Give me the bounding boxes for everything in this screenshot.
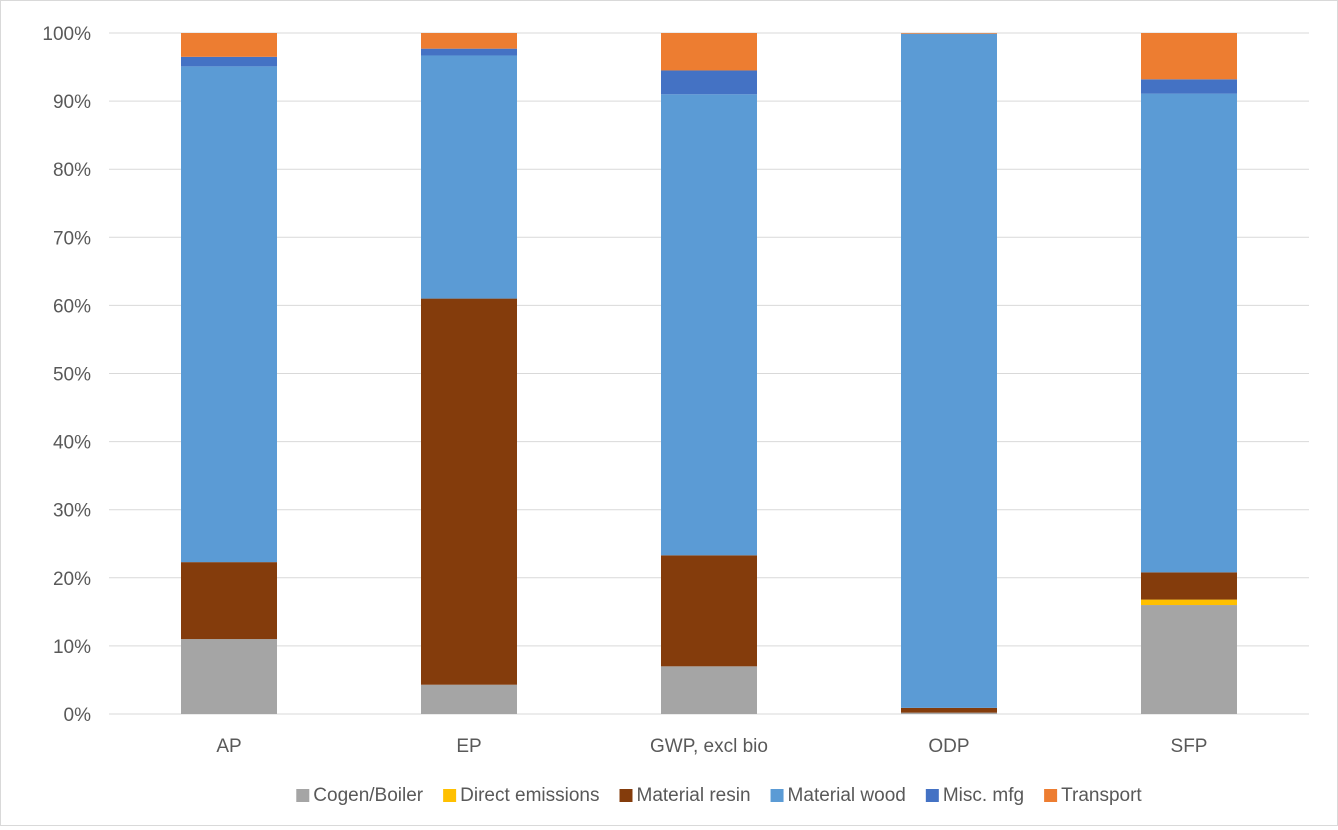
bar-segment: [1141, 79, 1237, 94]
bars: [181, 33, 1237, 714]
x-tick-label: AP: [216, 736, 241, 757]
bar-segment: [661, 94, 757, 556]
bar-segment: [901, 712, 997, 714]
y-tick-label: 40%: [53, 433, 91, 454]
bar-segment: [901, 707, 997, 713]
y-tick-label: 20%: [53, 569, 91, 590]
legend-label: Material resin: [637, 785, 751, 806]
bar-segment: [1141, 599, 1237, 606]
bar-segment: [421, 684, 517, 714]
legend-label: Transport: [1061, 785, 1142, 806]
legend-label: Direct emissions: [460, 785, 599, 806]
x-tick-label: ODP: [928, 736, 969, 757]
bar-segment: [1141, 93, 1237, 573]
bar-segment: [181, 66, 277, 563]
legend-swatch: [443, 789, 457, 802]
legend-swatch: [1044, 789, 1058, 802]
legend-label: Misc. mfg: [943, 785, 1024, 806]
x-tick-label: EP: [456, 736, 481, 757]
legend-item: Material wood: [770, 785, 906, 806]
legend-label: Material wood: [788, 785, 906, 806]
bar-segment: [421, 298, 517, 685]
bar-segment: [181, 562, 277, 640]
legend-item: Material resin: [619, 785, 751, 806]
legend-swatch: [619, 789, 633, 802]
x-tick-label: SFP: [1171, 736, 1208, 757]
y-tick-label: 60%: [53, 296, 91, 317]
y-tick-label: 80%: [53, 160, 91, 181]
y-tick-label: 100%: [42, 24, 91, 45]
legend-item: Misc. mfg: [925, 785, 1024, 806]
bar-segment: [661, 555, 757, 667]
bar-segment: [421, 55, 517, 299]
legend-swatch: [296, 789, 310, 802]
y-tick-label: 10%: [53, 637, 91, 658]
bar-segment: [181, 639, 277, 714]
legend-item: Direct emissions: [443, 785, 600, 806]
y-tick-label: 70%: [53, 228, 91, 249]
bar-segment: [1141, 605, 1237, 714]
bar-segment: [1141, 33, 1237, 80]
y-tick-label: 90%: [53, 92, 91, 113]
x-axis-ticks: AP EP GWP, excl bio ODP SFP: [216, 736, 1207, 757]
legend: Cogen/Boiler Direct emissions Material res…: [296, 785, 1142, 806]
bar-segment: [661, 666, 757, 714]
y-tick-label: 0%: [64, 705, 92, 726]
bar-segment: [661, 33, 757, 71]
bar-segment: [901, 33, 997, 34]
y-tick-label: 50%: [53, 365, 91, 386]
x-tick-label: GWP, excl bio: [650, 736, 768, 757]
bar-segment: [421, 33, 517, 49]
legend-swatch: [770, 789, 784, 802]
bar-segment: [181, 33, 277, 57]
bar-segment: [181, 56, 277, 67]
y-axis-ticks: 0% 10% 20% 30% 40% 50% 60% 70% 80% 90% 100%: [42, 24, 91, 726]
legend-item: Cogen/Boiler: [296, 785, 424, 806]
bar-segment: [901, 33, 997, 708]
legend-item: Transport: [1044, 785, 1142, 806]
bar-segment: [421, 48, 517, 56]
legend-swatch: [925, 789, 939, 802]
bar-segment: [1141, 572, 1237, 600]
legend-label: Cogen/Boiler: [313, 785, 424, 806]
bar-segment: [661, 70, 757, 95]
y-tick-label: 30%: [53, 501, 91, 522]
